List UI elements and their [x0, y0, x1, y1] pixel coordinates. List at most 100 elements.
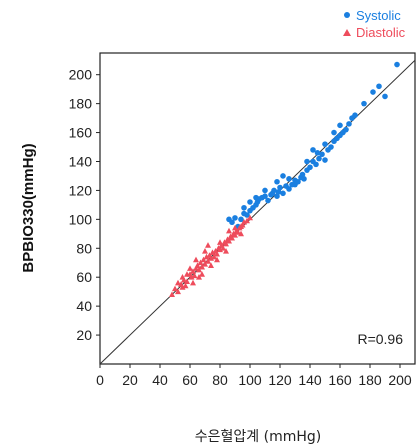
diastolic-point — [244, 217, 250, 224]
diastolic-point — [199, 263, 205, 270]
diastolic-point — [181, 276, 187, 283]
diastolic-point — [232, 232, 238, 238]
diastolic-point — [196, 274, 202, 280]
legend: Systolic Diastolic — [343, 8, 406, 40]
diastolic-point — [175, 279, 181, 286]
diastolic-point — [238, 230, 244, 237]
systolic-point — [277, 184, 283, 191]
legend-marker-systolic — [344, 12, 350, 18]
diastolic-point — [190, 268, 196, 274]
diastolic-point — [182, 282, 189, 289]
systolic-point — [244, 212, 250, 218]
y-tick-label: 40 — [76, 298, 92, 314]
systolic-point — [247, 199, 253, 205]
systolic-point — [310, 147, 316, 153]
y-tick-label: 100 — [69, 211, 93, 227]
systolic-point — [346, 121, 352, 127]
diastolic-point — [232, 224, 238, 231]
systolic-point — [316, 155, 322, 162]
diastolic-point — [179, 284, 186, 290]
diastolic-point — [205, 242, 211, 248]
y-tick-label: 160 — [69, 125, 93, 141]
systolic-point — [382, 93, 388, 100]
diastolic-point — [208, 262, 214, 269]
diastolic-point — [184, 278, 190, 284]
diastolic-point — [184, 271, 190, 277]
y-tick-label: 20 — [76, 327, 92, 343]
diastolic-point — [214, 256, 220, 263]
diastolic-point — [217, 246, 223, 253]
x-axis-ticks: 0 20 40 60 80 100 120 140 160 180 200 — [96, 364, 412, 388]
systolic-point — [238, 216, 244, 223]
diastolic-point — [199, 271, 205, 277]
y-axis-title: BPBIO330(mmHg) — [20, 143, 37, 272]
diastolic-point — [203, 253, 210, 260]
x-axis-title: 수은혈압계 (mmHg) — [195, 429, 321, 445]
diastolic-point — [179, 274, 186, 280]
systolic-point — [319, 151, 325, 158]
systolic-point — [241, 204, 247, 211]
diastolic-point — [196, 266, 202, 273]
systolic-point — [313, 161, 319, 168]
diastolic-point — [226, 237, 232, 244]
data-points — [169, 61, 400, 297]
x-tick-label: 60 — [182, 372, 198, 388]
systolic-point — [232, 215, 238, 221]
systolic-point — [299, 171, 306, 178]
x-tick-label: 180 — [358, 372, 382, 388]
systolic-point — [271, 187, 277, 194]
diastolic-point — [247, 214, 253, 221]
systolic-point — [274, 193, 280, 200]
systolic-point — [376, 83, 382, 90]
y-tick-label: 140 — [69, 153, 93, 169]
diastolic-point — [194, 262, 201, 269]
systolic-point — [304, 158, 310, 165]
diastolic-point — [239, 221, 246, 228]
systolic-point — [370, 89, 376, 95]
diastolic-point — [226, 227, 232, 234]
diastolic-point — [202, 260, 208, 267]
legend-label-diastolic: Diastolic — [356, 25, 406, 40]
systolic-point — [394, 61, 400, 68]
diastolic-point — [214, 250, 220, 257]
systolic-point — [322, 157, 328, 163]
y-tick-label: 80 — [76, 240, 92, 256]
systolic-point — [262, 187, 268, 194]
x-tick-label: 40 — [152, 372, 168, 388]
diastolic-point — [205, 258, 211, 264]
x-tick-label: 120 — [268, 372, 292, 388]
systolic-point — [361, 100, 367, 107]
y-tick-label: 180 — [69, 96, 93, 112]
systolic-point — [280, 173, 286, 179]
diastolic-point — [187, 265, 193, 271]
diastolic-point — [208, 255, 214, 261]
diastolic-point — [217, 239, 223, 245]
diastolic-point — [188, 274, 195, 280]
diastolic-point — [223, 247, 229, 254]
systolic-point — [301, 176, 307, 182]
diastolic-point — [229, 234, 235, 241]
diastolic-point — [172, 285, 178, 292]
diastolic-point — [191, 272, 198, 279]
correlation-annotation: R=0.96 — [357, 331, 403, 347]
systolic-point — [286, 186, 292, 192]
diastolic-point — [202, 247, 208, 254]
diastolic-point — [190, 279, 196, 286]
systolic-point — [331, 129, 337, 136]
systolic-point — [343, 126, 349, 133]
diastolic-point — [241, 219, 247, 225]
systolic-point — [292, 181, 298, 188]
diastolic-point — [193, 256, 199, 263]
identity-line — [99, 59, 416, 365]
plot-frame — [99, 52, 416, 365]
x-tick-label: 100 — [238, 372, 262, 388]
systolic-point — [328, 144, 334, 150]
y-tick-label: 200 — [69, 67, 93, 83]
diastolic-point — [197, 259, 204, 266]
systolic-point — [322, 141, 328, 147]
diastolic-point — [211, 253, 217, 260]
diastolic-point — [235, 229, 241, 235]
x-tick-label: 80 — [212, 372, 228, 388]
diastolic-point — [209, 249, 216, 256]
systolic-point — [253, 194, 259, 201]
